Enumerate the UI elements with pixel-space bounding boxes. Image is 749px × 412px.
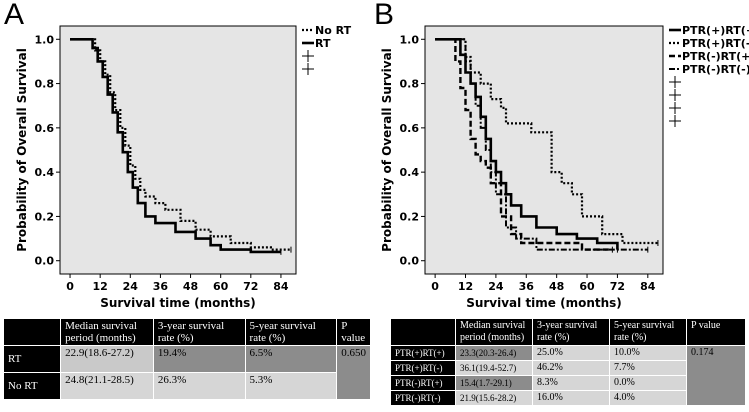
panel-label-a: A: [4, 0, 25, 31]
y-tick-label: 0.2: [35, 210, 55, 223]
x-tick-label: 24: [488, 280, 504, 293]
x-tick-label: 60: [579, 280, 595, 293]
y-tick-label: 0.8: [400, 78, 420, 91]
y-tick-label: 0.6: [400, 122, 420, 135]
y-tick-label: 0.2: [400, 210, 420, 223]
survival-table-b: Median survival period (months) 3-year s…: [390, 318, 746, 406]
table-row-label: PTR(-)RT(+): [390, 375, 456, 391]
legend-label: No RT: [315, 24, 352, 37]
y-tick-label: 1.0: [35, 33, 55, 46]
legend-label: PTR(+)RT(+): [682, 24, 749, 37]
x-tick-label: 48: [183, 280, 198, 293]
y-tick-label: 0.6: [35, 122, 55, 135]
y-axis-title: Probability of Overall Survival: [15, 48, 29, 252]
table-row-label: PTR(+)RT(+): [390, 345, 456, 361]
table-row-label: No RT: [2, 372, 62, 400]
survival-charts: 0 12 24 36 48 60 72 84 0.0 0.2 0.4 0.6 0.8 1.0 Surviva…: [15, 24, 749, 310]
y-tick-label: 0.4: [400, 166, 420, 179]
x-tick-label: 36: [519, 280, 535, 293]
table-cell-5yr: 10.0%: [609, 345, 687, 361]
x-tick-label: 72: [610, 280, 625, 293]
series-line-ptr-rt: [435, 38, 658, 245]
x-tick-label: 60: [213, 280, 229, 293]
table-cell-median: 15.4(1.7-29.1): [455, 375, 533, 391]
table-header-3yr: 3-year survival rate (%): [152, 318, 246, 346]
y-tick-label: 1.0: [400, 33, 420, 46]
table-header-median: Median survival period (months): [60, 318, 154, 346]
x-tick-label: 36: [153, 280, 169, 293]
table-cell-median: 36.1(19.4-52.7): [455, 360, 533, 376]
table-cell-3yr: 8.3%: [532, 375, 610, 391]
x-axis-title: Survival time (months): [100, 296, 256, 310]
table-cell-5yr: 5.3%: [244, 372, 338, 400]
x-axis-title: Survival time (months): [466, 296, 622, 310]
table-cell-3yr: 25.0%: [532, 345, 610, 361]
x-tick-label: 84: [640, 280, 656, 293]
y-tick-label: 0.0: [35, 255, 55, 268]
table-cell-3yr: 19.4%: [152, 345, 246, 373]
series-line-rt: [70, 38, 281, 254]
table-cell-median: 23.3(20.3-26.4): [455, 345, 533, 361]
legend-label: RT: [315, 37, 331, 50]
table-cell-5yr: 4.0%: [609, 390, 687, 406]
table-cell-pvalue: 0.650: [336, 345, 371, 400]
table-header-pvalue: P value: [686, 318, 746, 346]
legend-label: PTR(+)RT(-): [682, 37, 749, 50]
table-header-5yr: 5-year survival rate (%): [244, 318, 338, 346]
table-header-5yr: 5-year survival rate (%): [609, 318, 687, 346]
y-tick-label: 0.4: [35, 166, 55, 179]
table-cell-5yr: 7.7%: [609, 360, 687, 376]
x-tick-label: 0: [66, 280, 74, 293]
table-header-median: Median survival period (months): [455, 318, 533, 346]
table-cell-5yr: 0.0%: [609, 375, 687, 391]
table-cell-median: 21.9(15.6-28.2): [455, 390, 533, 406]
legend-label: PTR(-)RT(+): [682, 50, 749, 63]
plot-area: [59, 25, 297, 275]
series-line-ptr-rt: [435, 38, 648, 251]
table-cell-median: 22.9(18.6-27.2): [60, 345, 154, 373]
table-cell-3yr: 16.0%: [532, 390, 610, 406]
table-cell-median: 24.8(21.1-28.5): [60, 372, 154, 400]
table-row-label: RT: [2, 345, 62, 373]
x-tick-label: 84: [273, 280, 289, 293]
y-tick-label: 0.0: [400, 255, 420, 268]
table-cell-3yr: 26.3%: [152, 372, 246, 400]
y-axis-title: Probability of Overall Survival: [380, 48, 394, 252]
table-row-label: PTR(+)RT(-): [390, 360, 456, 376]
survival-table-a: Median survival period (months) 3-year s…: [2, 318, 371, 400]
x-tick-label: 12: [93, 280, 108, 293]
x-tick-label: 0: [431, 280, 439, 293]
y-tick-label: 0.8: [35, 78, 55, 91]
table-row-label: PTR(-)RT(-): [390, 390, 456, 406]
x-tick-label: 48: [549, 280, 564, 293]
x-tick-label: 12: [458, 280, 473, 293]
panel-label-b: B: [374, 0, 395, 31]
table-cell-pvalue: 0.174: [686, 345, 746, 406]
table-header-pvalue: P value: [336, 318, 371, 346]
table-header-corner: [2, 318, 62, 346]
table-cell-3yr: 46.2%: [532, 360, 610, 376]
x-tick-label: 24: [123, 280, 139, 293]
table-cell-5yr: 6.5%: [244, 345, 338, 373]
series-line-no-rt: [70, 38, 291, 251]
legend-label: PTR(-)RT(-): [682, 63, 749, 76]
x-tick-label: 72: [243, 280, 258, 293]
table-header-corner: [390, 318, 456, 346]
table-header-3yr: 3-year survival rate (%): [532, 318, 610, 346]
